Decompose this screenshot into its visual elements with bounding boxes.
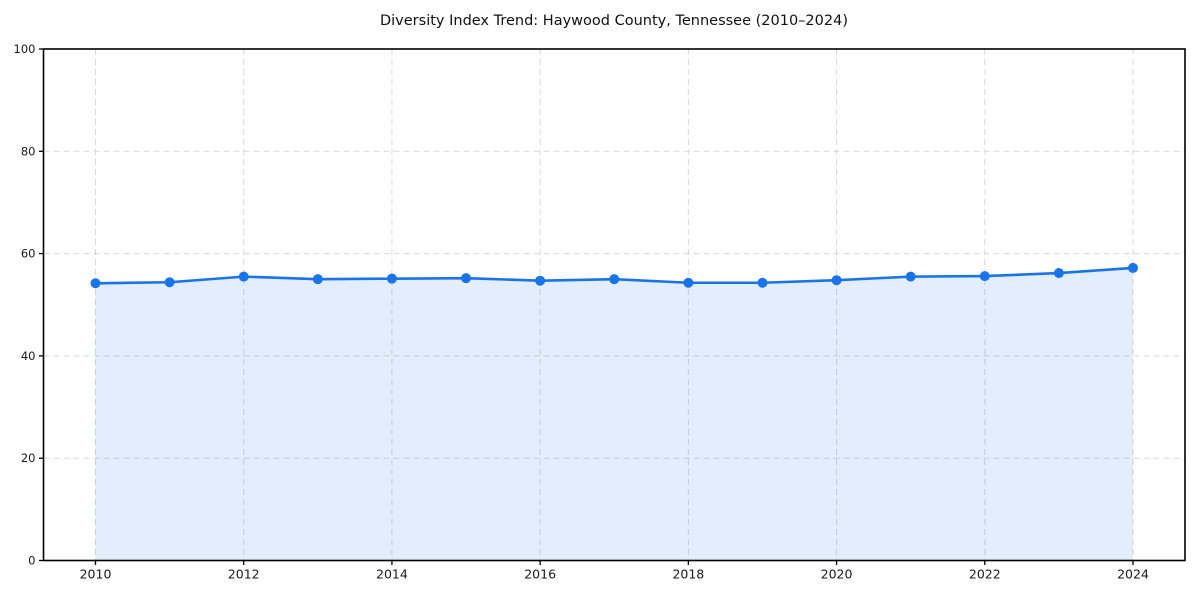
data-point-2020 <box>831 275 842 286</box>
data-point-2023 <box>1053 268 1064 279</box>
data-point-2013 <box>312 274 323 285</box>
data-point-2015 <box>461 273 472 284</box>
x-tick-label: 2014 <box>376 567 408 582</box>
chart-title: Diversity Index Trend: Haywood County, T… <box>380 13 848 29</box>
y-tick-label: 80 <box>21 144 36 158</box>
data-point-2019 <box>757 277 768 288</box>
data-point-2024 <box>1128 262 1138 273</box>
x-tick-label: 2016 <box>524 567 556 582</box>
data-point-2022 <box>979 271 990 282</box>
data-point-2017 <box>609 274 620 285</box>
plot-border <box>42 48 1186 562</box>
data-point-2021 <box>905 271 916 282</box>
y-tick-label: 100 <box>14 42 36 56</box>
y-tick-label: 60 <box>21 247 36 261</box>
plot-area: 0 20 40 60 80 100 2010 2012 2014 2016 2018 2020 2022… <box>14 42 1186 582</box>
data-point-2011 <box>164 277 175 288</box>
x-tick-label: 2012 <box>228 567 260 582</box>
area-fill <box>95 267 1133 561</box>
data-point-2010 <box>90 278 101 289</box>
x-tick-label: 2010 <box>80 567 112 582</box>
data-point-2014 <box>386 273 397 284</box>
x-tick-label: 2022 <box>969 567 1001 582</box>
y-tick-label: 40 <box>21 349 36 363</box>
data-point-2016 <box>535 275 546 286</box>
x-tick-label: 2024 <box>1117 567 1149 582</box>
y-tick-label: 0 <box>28 554 35 568</box>
x-tick-label: 2018 <box>672 567 704 582</box>
data-point-2012 <box>238 271 249 282</box>
x-tick-label: 2020 <box>821 567 853 582</box>
data-point-2018 <box>683 277 694 288</box>
y-tick-label: 20 <box>21 451 36 465</box>
